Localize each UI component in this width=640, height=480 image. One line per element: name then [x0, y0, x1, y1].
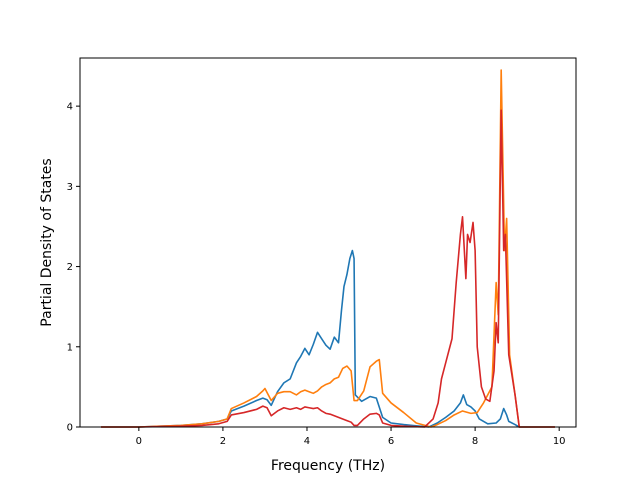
x-tick-label: 10	[553, 436, 566, 447]
x-tick-label: 8	[472, 436, 478, 447]
x-tick-label: 0	[136, 436, 142, 447]
y-axis-label: Partial Density of States	[39, 158, 55, 326]
x-tick-label: 4	[304, 436, 310, 447]
y-tick-label: 2	[67, 262, 73, 273]
x-axis-label: Frequency (THz)	[271, 458, 385, 474]
plot-frame	[79, 57, 577, 428]
series-layer	[101, 69, 555, 428]
y-tick-label: 3	[67, 182, 73, 193]
x-axis-ticks: 0 2 4 6 8 10	[136, 427, 566, 447]
series-line-2	[101, 69, 555, 428]
x-tick-label: 2	[220, 436, 226, 447]
y-tick-label: 4	[67, 102, 73, 113]
series-line-3	[101, 109, 555, 428]
x-tick-label: 6	[388, 436, 394, 447]
y-axis-ticks: 0 1 2 3 4	[67, 102, 80, 434]
y-tick-label: 1	[67, 342, 73, 353]
y-tick-label: 0	[67, 423, 73, 434]
